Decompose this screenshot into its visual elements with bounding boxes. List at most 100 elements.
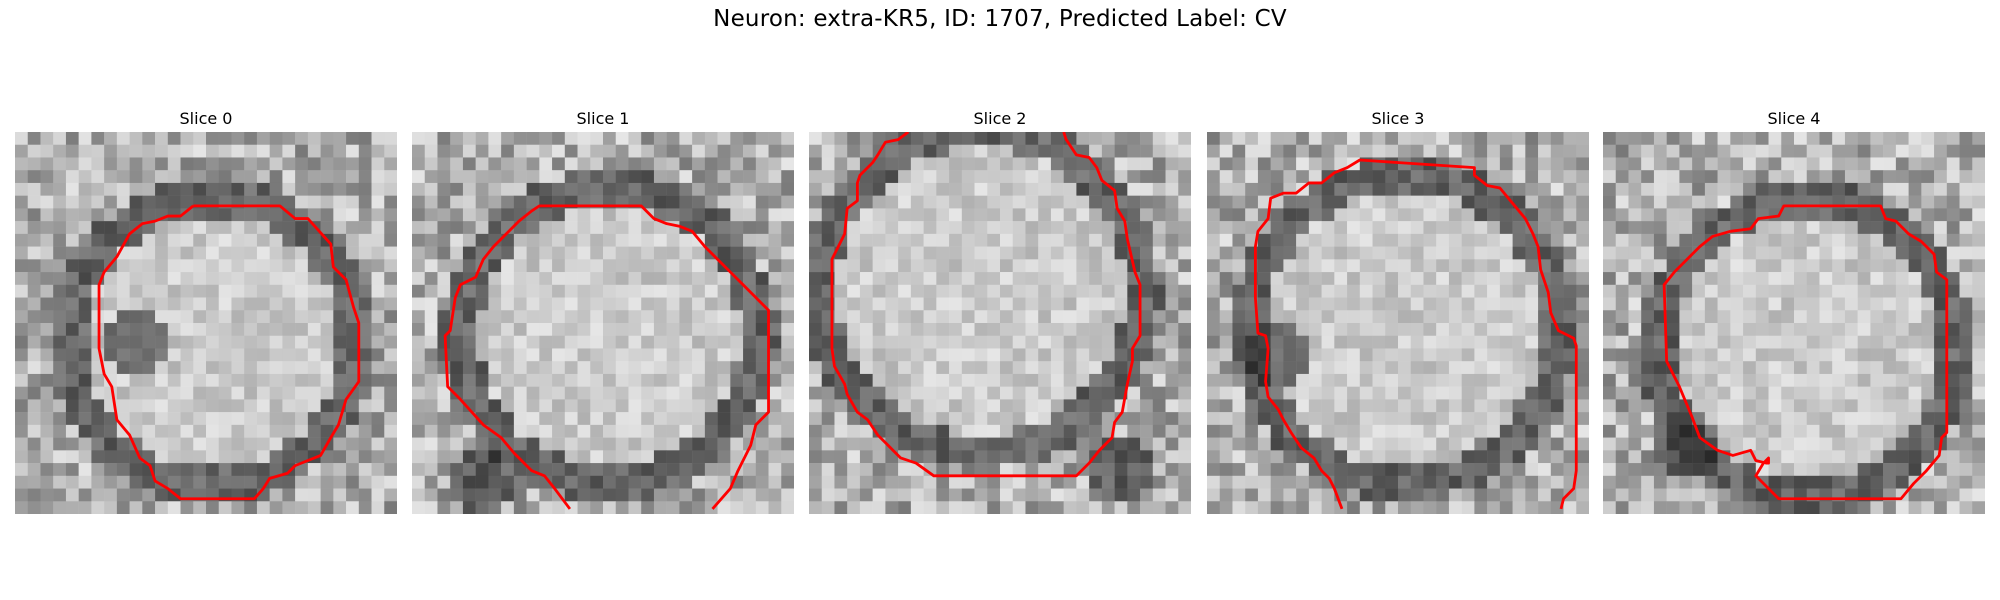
pixel <box>1692 208 1706 222</box>
pixel <box>898 157 912 171</box>
pixel <box>1934 310 1948 324</box>
pixel <box>577 361 591 375</box>
pixel <box>628 157 642 171</box>
pixel <box>539 437 553 451</box>
pixel <box>1704 399 1718 413</box>
pixel <box>1101 361 1115 375</box>
pixel <box>1692 475 1706 489</box>
pixel <box>1717 233 1731 247</box>
pixel <box>949 208 963 222</box>
pixel <box>295 272 309 286</box>
pixel <box>1050 310 1064 324</box>
pixel <box>1152 424 1166 438</box>
pixel <box>628 335 642 349</box>
pixel <box>859 297 873 311</box>
pixel <box>1423 297 1437 311</box>
pixel <box>809 170 822 184</box>
pixel <box>781 221 794 235</box>
pixel <box>961 221 975 235</box>
pixel <box>1321 424 1335 438</box>
pixel <box>462 501 476 514</box>
pixel <box>1308 348 1322 362</box>
pixel <box>1730 386 1744 400</box>
pixel <box>1921 310 1935 324</box>
pixel <box>653 399 667 413</box>
pixel <box>295 463 309 477</box>
pixel <box>755 361 769 375</box>
pixel <box>743 208 757 222</box>
pixel <box>256 284 270 298</box>
pixel <box>1000 144 1013 158</box>
pixel <box>206 323 219 336</box>
pixel <box>1423 501 1437 514</box>
pixel <box>717 195 731 209</box>
pixel <box>129 170 143 184</box>
pixel <box>692 399 706 413</box>
pixel <box>320 348 334 362</box>
pixel <box>1704 195 1718 209</box>
pixel <box>155 463 169 477</box>
pixel <box>1101 221 1115 235</box>
pixel <box>1219 297 1233 311</box>
pixel <box>1755 259 1769 273</box>
pixel <box>1178 170 1191 184</box>
pixel <box>1603 272 1616 286</box>
pixel <box>590 386 604 400</box>
pixel <box>412 132 425 145</box>
pixel <box>424 132 438 145</box>
pixel <box>641 361 655 375</box>
pixel <box>872 233 886 247</box>
pixel <box>1152 463 1166 477</box>
pixel <box>910 132 924 145</box>
pixel <box>1563 386 1577 400</box>
pixel <box>1615 386 1629 400</box>
pixel <box>206 144 219 158</box>
pixel <box>1755 399 1769 413</box>
pixel <box>1063 412 1077 426</box>
pixel <box>1436 233 1450 247</box>
pixel <box>1563 233 1577 247</box>
pixel <box>256 157 270 171</box>
pixel <box>1832 335 1846 349</box>
pixel <box>1628 297 1642 311</box>
pixel <box>1038 259 1052 273</box>
pixel <box>743 195 757 209</box>
pixel <box>501 412 515 426</box>
pixel <box>1615 170 1629 184</box>
pixel <box>1538 195 1552 209</box>
pixel <box>923 221 937 235</box>
pixel <box>358 501 372 514</box>
pixel <box>923 463 937 477</box>
pixel <box>256 208 270 222</box>
pixel <box>1140 272 1154 286</box>
pixel <box>1576 208 1589 222</box>
pixel <box>679 182 693 196</box>
pixel <box>1178 157 1191 171</box>
pixel <box>1347 399 1361 413</box>
pixel <box>1423 373 1437 387</box>
pixel <box>872 386 886 400</box>
pixel <box>910 157 924 171</box>
pixel <box>859 463 873 477</box>
pixel <box>1063 272 1077 286</box>
pixel <box>371 348 385 362</box>
pixel <box>1308 399 1322 413</box>
pixel <box>717 272 731 286</box>
pixel <box>1436 412 1450 426</box>
pixel <box>307 463 321 477</box>
pixel <box>1050 386 1064 400</box>
pixel <box>1934 386 1948 400</box>
pixel <box>1232 348 1246 362</box>
pixel <box>1076 450 1090 464</box>
pixel <box>859 221 873 235</box>
pixel <box>1538 386 1552 400</box>
pixel <box>1870 412 1884 426</box>
pixel <box>1270 297 1284 311</box>
pixel <box>1410 361 1424 375</box>
pixel <box>1832 386 1846 400</box>
pixel <box>424 361 438 375</box>
pixel <box>1704 182 1718 196</box>
pixel <box>450 221 464 235</box>
pixel <box>704 157 718 171</box>
pixel <box>193 246 207 260</box>
